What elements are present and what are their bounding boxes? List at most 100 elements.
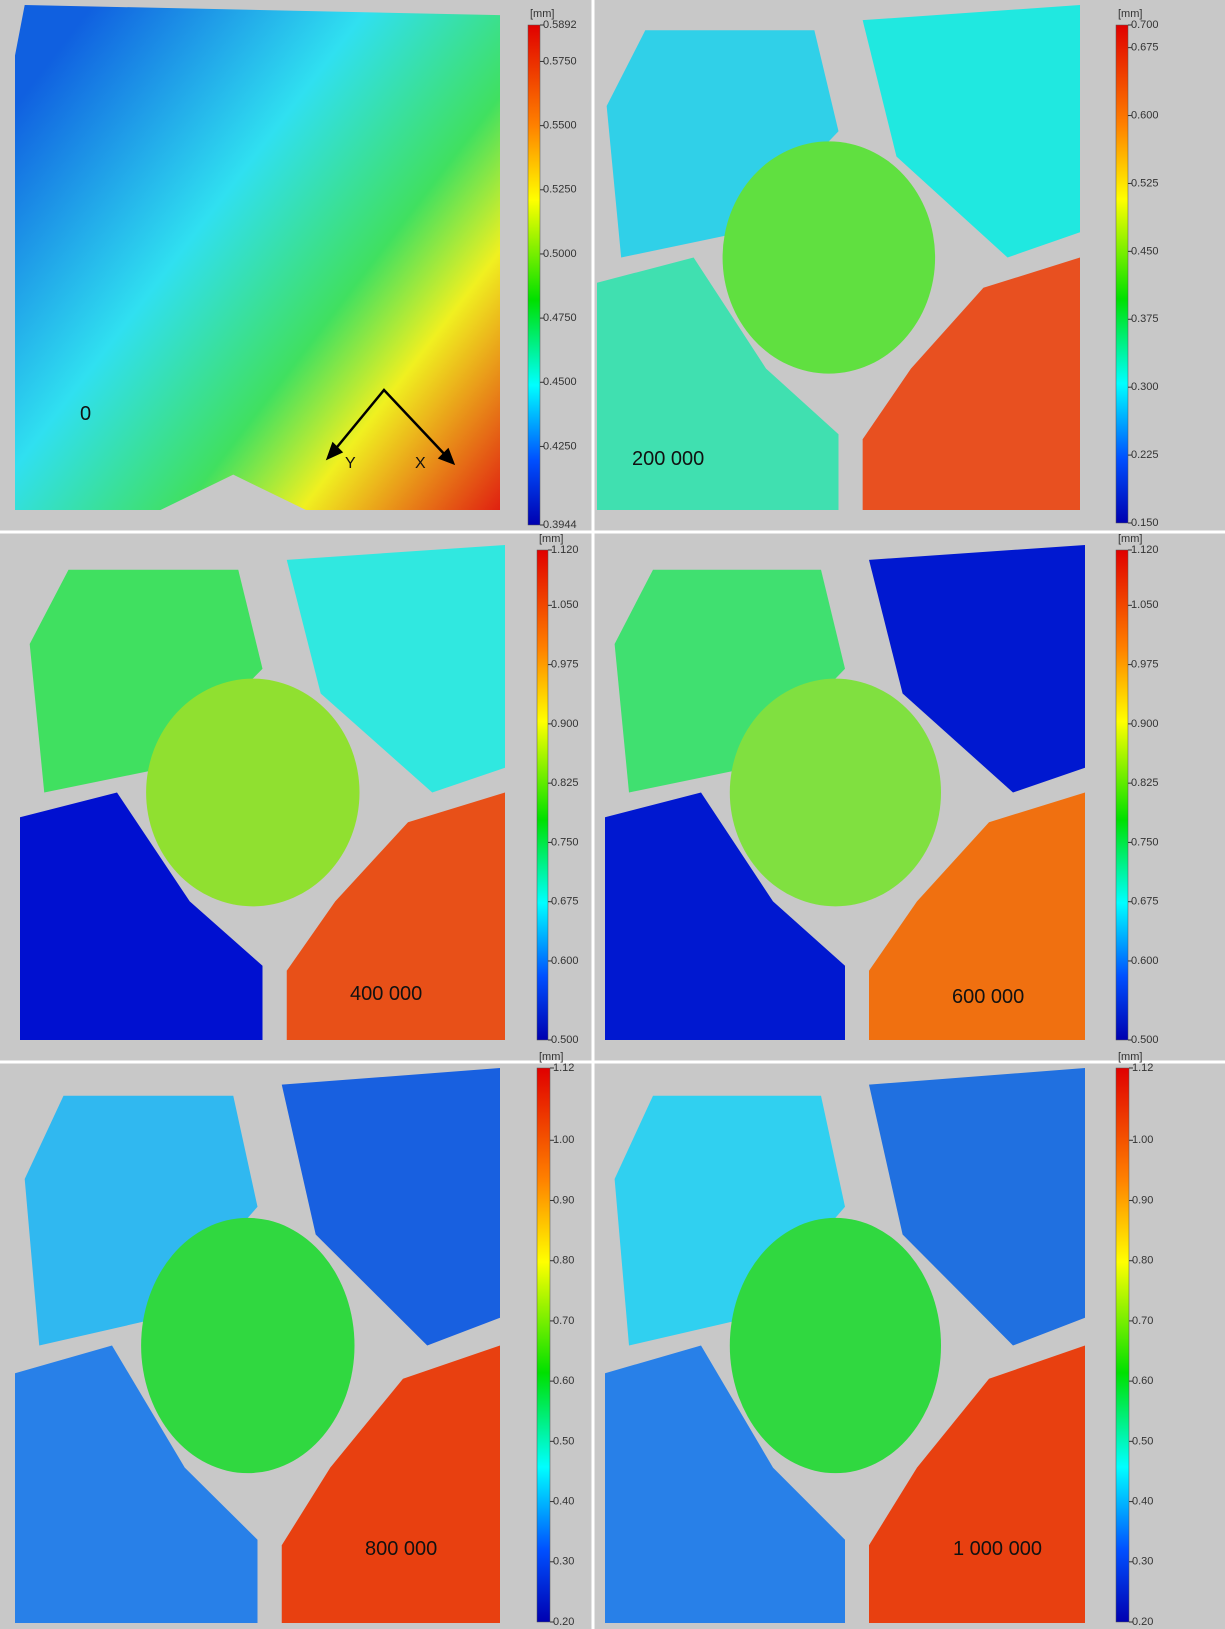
grain-bottom-right (286, 792, 505, 1040)
colorbar-tick-label: 0.90 (553, 1194, 574, 1206)
grain-center (722, 141, 936, 374)
colorbar-tick-label: 1.00 (553, 1134, 574, 1146)
cycle-label: 200 000 (632, 448, 704, 470)
colorbar-tick-label: 0.3944 (543, 519, 577, 531)
arrow-head (325, 441, 344, 461)
colorbar-tick-label: 0.60 (553, 1375, 574, 1387)
colorbar-tick-label: 0.70 (1132, 1315, 1153, 1327)
colorbar-tick-label: 0.500 (1131, 1034, 1159, 1046)
panel: [mm]0.5892 0.5750 0.5500 0.5250 0.5000 0.4750… (15, 5, 577, 531)
colorbar-tick-label: 0.675 (551, 896, 579, 908)
colorbar-tick-label: 0.700 (1131, 19, 1159, 31)
colorbar-tick-label: 1.120 (551, 544, 579, 556)
grain-top-left (606, 30, 839, 258)
grain-center (729, 1217, 942, 1474)
colorbar-tick-label: 0.600 (1131, 955, 1159, 967)
grain-top-left (24, 1095, 258, 1346)
colorbar-tick-label: 0.60 (1132, 1375, 1153, 1387)
colorbar-tick-label: 0.750 (551, 836, 579, 848)
arrow-lines (332, 388, 449, 459)
cycle-label: 1 000 000 (953, 1538, 1042, 1560)
colorbar-tick-label: 1.00 (1132, 1134, 1153, 1146)
grain-bottom-left (20, 792, 263, 1040)
grain-bottom-left (605, 1345, 845, 1623)
colorbar-tick-label: 0.20 (1132, 1616, 1153, 1628)
cycle-label: 400 000 (350, 983, 422, 1005)
colorbar-tick-label: 0.80 (553, 1255, 574, 1267)
colorbar-tick-label: 1.050 (551, 599, 579, 611)
grain-center (146, 678, 360, 907)
colorbar-tick-label: 1.12 (1132, 1062, 1153, 1074)
colorbar-tick-label: 0.5250 (543, 184, 577, 196)
colorbar-tick-label: 1.120 (1131, 544, 1159, 556)
grain-top-right (862, 5, 1080, 258)
colorbar (536, 1067, 551, 1623)
colorbar-tick-label: 0.40 (553, 1495, 574, 1507)
grain-top-right (869, 1068, 1085, 1346)
colorbar-tick-label: 0.825 (551, 777, 579, 789)
colorbar-unit: [mm] (1118, 533, 1142, 545)
colorbar (1115, 24, 1129, 524)
colorbar-tick-label: 0.5750 (543, 55, 577, 67)
colorbar-tick-label: 0.975 (1131, 659, 1159, 671)
grain-top-right (869, 545, 1085, 793)
colorbar-tick-label: 1.12 (553, 1062, 574, 1074)
colorbar-tick-label: 0.225 (1131, 449, 1159, 461)
panel: [mm]1.120 1.050 0.975 0.900 0.825 0.750 0.675 0… (20, 533, 579, 1046)
grain-bottom-right (281, 1345, 500, 1623)
colorbar-unit: [mm] (530, 8, 554, 20)
colorbar-tick-label: 0.975 (551, 659, 579, 671)
colorbar-tick-label: 0.750 (1131, 836, 1159, 848)
grain-bottom-left (597, 257, 839, 510)
colorbar-tick-label: 0.600 (1131, 109, 1159, 121)
colorbar-tick-label: 0.600 (551, 955, 579, 967)
colorbar-tick-label: 0.40 (1132, 1495, 1153, 1507)
grain-bottom-right (869, 1345, 1085, 1623)
grain-top-right (286, 545, 505, 793)
colorbar-tick-label: 0.4750 (543, 312, 577, 324)
cycle-label: 0 (80, 403, 91, 425)
colorbar-tick-label: 0.150 (1131, 517, 1159, 529)
axis-label: X (415, 455, 426, 472)
colorbar-tick-label: 0.4500 (543, 376, 577, 388)
colorbar-tick-label: 0.675 (1131, 896, 1159, 908)
colorbar (1115, 549, 1129, 1041)
colorbar-tick-label: 0.4250 (543, 440, 577, 452)
cycle-label: 600 000 (952, 986, 1024, 1008)
colorbar-tick-label: 0.675 (1131, 42, 1159, 54)
grain-top-left (29, 569, 263, 793)
colorbar-tick-label: 0.375 (1131, 313, 1159, 325)
colorbar-tick-label: 0.825 (1131, 777, 1159, 789)
colorbar-tick-label: 0.900 (1131, 718, 1159, 730)
panel: [mm]1.12 1.00 0.90 0.80 0.70 0.60 0.50 0.40 0.30… (15, 1051, 574, 1628)
panel: [mm]1.12 1.00 0.90 0.80 0.70 0.60 0.50 0.40 0.30… (605, 1051, 1153, 1628)
colorbar-tick-label: 0.450 (1131, 245, 1159, 257)
colorbar (536, 549, 549, 1041)
grain-center (729, 678, 942, 907)
colorbar-unit: [mm] (1118, 1051, 1142, 1063)
grain-top-left (614, 569, 845, 793)
cycle-label: 800 000 (365, 1538, 437, 1560)
colorbar-tick-label: 0.50 (1132, 1435, 1153, 1447)
grain-top-right (281, 1068, 500, 1346)
colorbar-tick-label: 0.30 (1132, 1556, 1153, 1568)
grain-bottom-left (15, 1345, 258, 1623)
grain-bottom-right (862, 257, 1080, 510)
colorbar-unit: [mm] (1118, 8, 1142, 20)
colorbar-tick-label: 0.30 (553, 1556, 574, 1568)
colorbar (1115, 1067, 1130, 1623)
colorbar (527, 24, 541, 526)
colorbar-tick-label: 0.90 (1132, 1194, 1153, 1206)
colorbar-tick-label: 0.5892 (543, 19, 577, 31)
colorbar-tick-label: 0.20 (553, 1616, 574, 1628)
colorbar-tick-label: 0.900 (551, 718, 579, 730)
axis-arrows (325, 388, 456, 466)
panel: [mm]1.120 1.050 0.975 0.900 0.825 0.750 0.675 0… (605, 533, 1159, 1046)
grain-bottom-left (605, 792, 845, 1040)
arrow-head (437, 447, 456, 466)
grain-center (141, 1217, 355, 1474)
axis-label: Y (345, 455, 356, 472)
colorbar-tick-label: 0.300 (1131, 381, 1159, 393)
grain-top-left (614, 1095, 845, 1346)
